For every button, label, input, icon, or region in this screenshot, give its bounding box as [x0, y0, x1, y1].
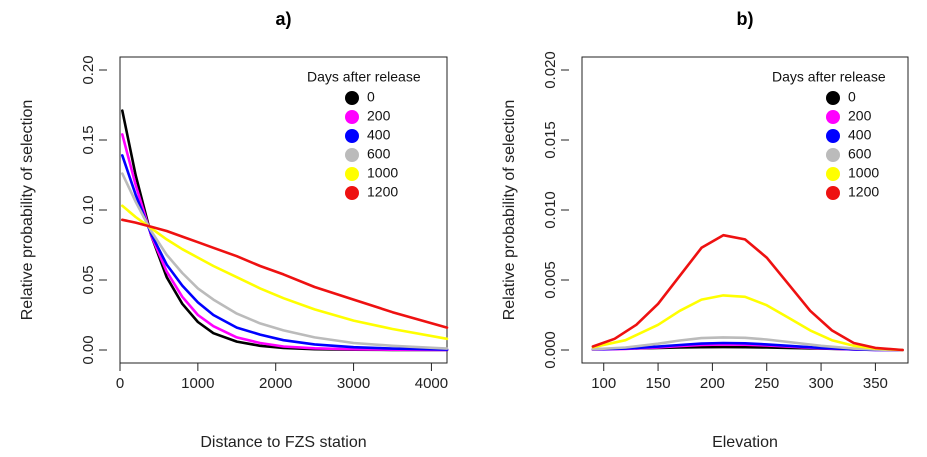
panel-a-legend-swatch-1000 [345, 167, 359, 181]
panel-a-x-tick-label: 1000 [181, 375, 214, 392]
panel-a-y-tick-label: 0.05 [80, 265, 97, 294]
panel-a-legend-label-400: 400 [367, 127, 391, 143]
panel-a-legend-label-1200: 1200 [367, 184, 398, 200]
panel-a-y-tick-label: 0.00 [80, 335, 97, 364]
panel-b-x-tick-label: 250 [754, 375, 779, 392]
panel-a-legend-label-600: 600 [367, 146, 391, 162]
panel-b-y-tick-label: 0.000 [542, 331, 559, 369]
panel-b-y-axis-label: Relative probability of selection [501, 100, 518, 321]
panel-a-x-tick-label: 4000 [415, 375, 448, 392]
panel-a-series-1000-line [121, 204, 449, 341]
panel-b-x-axis-label: Elevation [712, 434, 778, 451]
panel-a-y-axis-label: Relative probability of selection [19, 100, 36, 321]
panel-b-x-tick-label: 200 [700, 375, 725, 392]
panel-a-legend-label-200: 200 [367, 108, 391, 124]
panel-b-series-1200-line [591, 233, 904, 352]
panel-b-plot-frame [581, 56, 909, 364]
panel-b-series-600-line [591, 336, 904, 352]
panel-b-legend-swatch-600 [826, 148, 840, 162]
panel-b-legend-swatch-1200 [826, 186, 840, 200]
panel-b-x-tick-label: 300 [809, 375, 834, 392]
panel-b-x-tick-label: 350 [863, 375, 888, 392]
panel-b-title: b) [737, 9, 754, 29]
panel-b-y-tick-label: 0.015 [542, 121, 559, 159]
panel-b-legend-swatch-0 [826, 91, 840, 105]
panel-a-series-400-line [121, 154, 449, 351]
panel-a-y-tick-label: 0.20 [80, 55, 97, 84]
panel-a-x-axis-label: Distance to FZS station [200, 434, 366, 451]
panel-a-legend-swatch-400 [345, 129, 359, 143]
panel-a-legend-swatch-600 [345, 148, 359, 162]
panel-b-legend-label-0: 0 [848, 89, 856, 105]
panel-a-y-tick-label: 0.10 [80, 195, 97, 224]
panel-b-legend-label-600: 600 [848, 146, 872, 162]
panel-b-series-1000-line [591, 294, 904, 352]
panel-a-legend-label-0: 0 [367, 89, 375, 105]
panel-b-legend-label-400: 400 [848, 127, 872, 143]
panel-a-x-tick-label: 2000 [259, 375, 292, 392]
panel-a-legend-swatch-200 [345, 110, 359, 124]
panel-b-y-tick-label: 0.010 [542, 191, 559, 229]
panel-a-legend-swatch-1200 [345, 186, 359, 200]
panel-a-title: a) [275, 9, 291, 29]
panel-b-legend-title: Days after release [772, 69, 886, 85]
panel-b-legend-label-200: 200 [848, 108, 872, 124]
panel-b-legend-label-1200: 1200 [848, 184, 879, 200]
panel-a-x-tick-label: 3000 [337, 375, 370, 392]
panel-b-x-tick-label: 100 [591, 375, 616, 392]
panel-a-series-1200-line [121, 218, 449, 329]
panel-b-legend-swatch-1000 [826, 167, 840, 181]
panel-b-legend-swatch-400 [826, 129, 840, 143]
panel-b-y-tick-label: 0.020 [542, 51, 559, 89]
panel-a-legend-swatch-0 [345, 91, 359, 105]
panel-a-x-tick-label: 0 [116, 375, 124, 392]
panel-b-legend-swatch-200 [826, 110, 840, 124]
panel-b-x-tick-label: 150 [646, 375, 671, 392]
panel-b-legend-label-1000: 1000 [848, 165, 879, 181]
panel-a-y-tick-label: 0.15 [80, 125, 97, 154]
panel-a-plot-frame [119, 56, 448, 364]
panel-a-series-600-line [121, 172, 449, 350]
panel-a-legend-label-1000: 1000 [367, 165, 398, 181]
panel-a-legend-title: Days after release [307, 69, 421, 85]
panel-b-y-tick-label: 0.005 [542, 261, 559, 299]
